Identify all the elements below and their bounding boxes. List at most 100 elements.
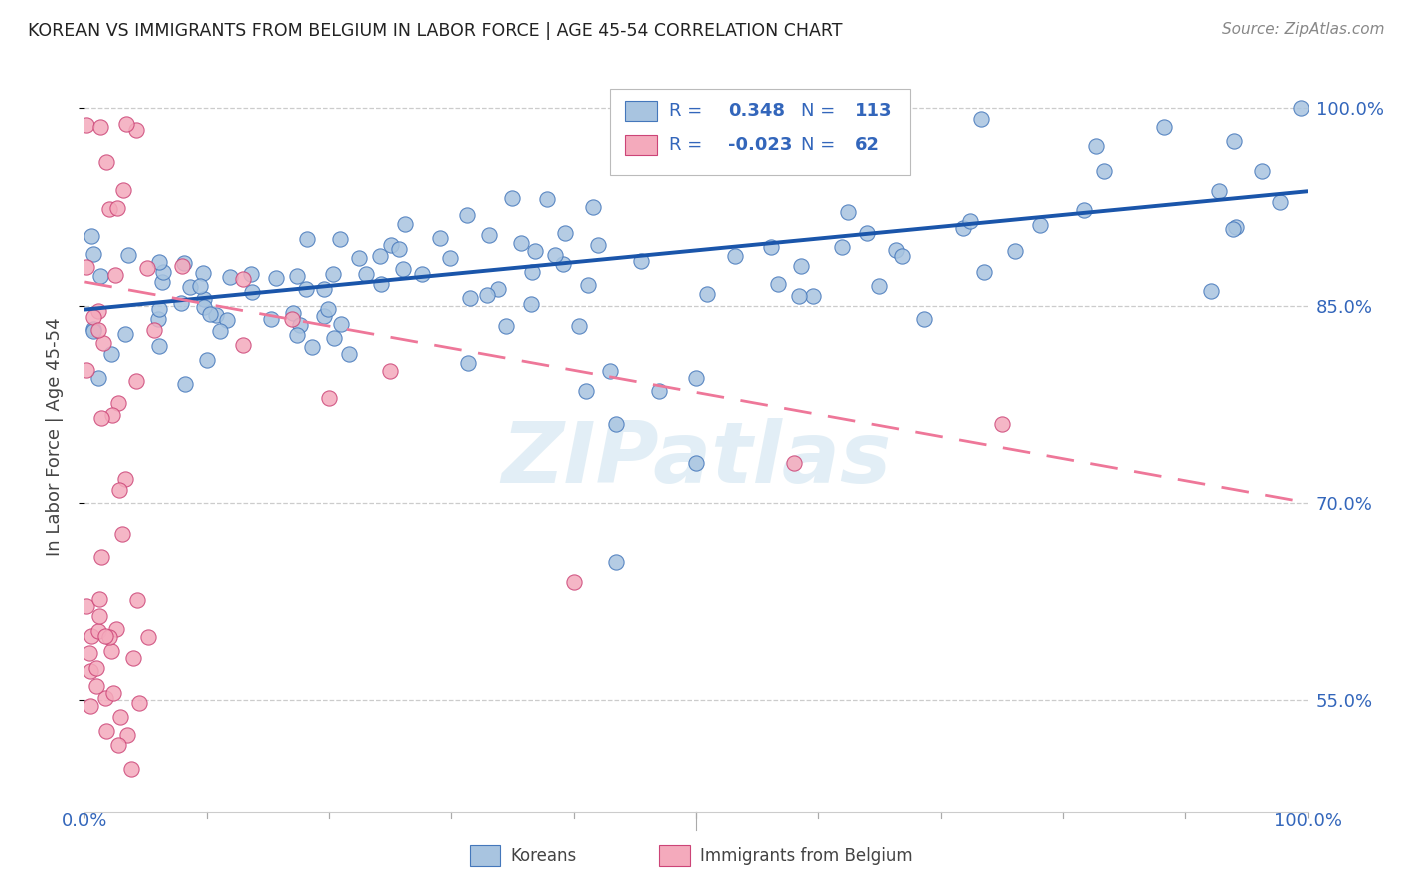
Point [456, 208, 478, 222]
Point [388, 242, 411, 256]
Point [127, 593, 149, 607]
Point [188, 279, 211, 293]
Text: 100.0%: 100.0% [1274, 812, 1341, 830]
Point [281, 305, 304, 319]
Point [100, 644, 122, 658]
Point [536, 192, 558, 206]
Point [219, 269, 242, 284]
Point [91, 336, 114, 351]
Point [510, 236, 533, 251]
Point [523, 244, 546, 259]
Point [136, 260, 159, 275]
Point [115, 118, 138, 132]
Point [520, 265, 543, 279]
Point [790, 259, 813, 273]
Point [146, 312, 169, 326]
Point [520, 297, 543, 311]
Point [553, 257, 575, 271]
Point [1223, 134, 1246, 148]
Point [82, 247, 104, 261]
Point [232, 272, 254, 286]
Point [121, 651, 143, 665]
FancyBboxPatch shape [610, 88, 910, 175]
Point [486, 282, 509, 296]
Point [554, 226, 576, 240]
Point [107, 396, 129, 410]
Point [125, 123, 148, 137]
Point [90, 411, 112, 425]
Point [77, 646, 100, 660]
Point [260, 311, 283, 326]
Point [501, 191, 523, 205]
Point [314, 310, 336, 324]
Point [281, 311, 304, 326]
Point [890, 249, 912, 263]
Point [544, 248, 567, 262]
Point [495, 318, 517, 333]
Point [75, 260, 97, 274]
Point [148, 255, 170, 269]
Point [80, 629, 103, 643]
Point [370, 277, 392, 292]
Point [685, 371, 707, 385]
Point [1073, 203, 1095, 218]
Point [193, 292, 215, 306]
Point [318, 391, 340, 405]
Point [79, 664, 101, 678]
Point [120, 762, 142, 776]
Point [75, 118, 97, 132]
Text: R =: R = [669, 136, 709, 153]
Bar [659, 846, 690, 866]
Point [97, 630, 120, 644]
Point [288, 318, 311, 332]
Text: N =: N = [801, 136, 841, 153]
Point [457, 356, 479, 370]
Point [89, 268, 111, 283]
Point [98, 202, 121, 216]
Point [103, 686, 125, 700]
Point [128, 696, 150, 710]
Point [105, 622, 128, 636]
Text: Koreans: Koreans [510, 847, 576, 865]
Point [301, 340, 323, 354]
Point [766, 277, 789, 292]
Point [568, 319, 591, 334]
Point [1092, 164, 1115, 178]
Point [82, 324, 104, 338]
Point [142, 323, 165, 337]
Point [1250, 164, 1272, 178]
Point [100, 408, 122, 422]
Point [125, 374, 148, 388]
Point [1004, 244, 1026, 258]
Point [191, 266, 214, 280]
Point [337, 346, 360, 360]
Point [215, 312, 238, 326]
Point [575, 384, 598, 398]
Text: -0.023: -0.023 [728, 136, 792, 153]
Point [86, 679, 108, 693]
Point [111, 527, 134, 541]
Point [136, 630, 159, 644]
Point [172, 259, 194, 273]
Point [239, 267, 262, 281]
Point [114, 472, 136, 486]
Point [1208, 184, 1230, 198]
Point [789, 289, 811, 303]
Text: Immigrants from Belgium: Immigrants from Belgium [700, 847, 912, 865]
Point [105, 202, 128, 216]
Point [87, 624, 110, 638]
Point [704, 128, 727, 143]
Point [114, 327, 136, 342]
Bar [470, 846, 501, 866]
Point [89, 120, 111, 135]
Point [973, 265, 995, 279]
Point [356, 267, 378, 281]
Point [1222, 222, 1244, 236]
Point [368, 249, 391, 263]
Text: Source: ZipAtlas.com: Source: ZipAtlas.com [1222, 22, 1385, 37]
Point [475, 288, 498, 302]
Y-axis label: In Labor Force | Age 45-54: In Labor Force | Age 45-54 [45, 318, 63, 557]
Bar [626, 102, 657, 121]
Point [75, 599, 97, 613]
Point [316, 302, 339, 317]
